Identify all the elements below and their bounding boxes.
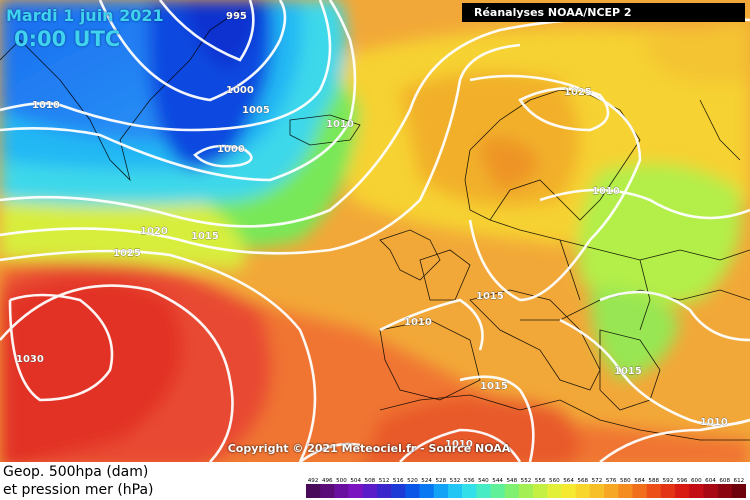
scale-label: 612 xyxy=(734,478,745,483)
scale-swatch xyxy=(405,484,420,498)
scale-swatch xyxy=(717,484,733,498)
isobar-label: 1015 xyxy=(476,291,504,302)
scale-label: 556 xyxy=(535,478,546,483)
scale-label: 540 xyxy=(478,478,489,483)
isobar-label: 1005 xyxy=(242,105,270,116)
isobar-label: 995 xyxy=(226,11,247,22)
isobar-labels: 995 1000 1005 1000 1010 1010 1010 1025 1… xyxy=(16,11,728,450)
isobar-label: 1010 xyxy=(32,100,60,111)
scale-label: 568 xyxy=(577,478,588,483)
scale-label: 524 xyxy=(421,478,432,483)
isobar-label: 1015 xyxy=(614,366,642,377)
isobar-label: 1015 xyxy=(480,381,508,392)
weather-map: 995 1000 1005 1000 1010 1010 1010 1025 1… xyxy=(0,0,750,462)
scale-label: 588 xyxy=(648,478,659,483)
scale-swatch xyxy=(575,484,591,498)
scale-swatch xyxy=(462,484,477,498)
scale-swatch xyxy=(731,484,746,498)
scale-label: 580 xyxy=(620,478,631,483)
scale-label: 592 xyxy=(663,478,674,483)
scale-label: 536 xyxy=(464,478,475,483)
scale-label: 548 xyxy=(506,478,517,483)
scale-swatch xyxy=(306,484,321,498)
isobar-label: 1000 xyxy=(217,144,245,155)
scale-label: 504 xyxy=(350,478,361,483)
scale-swatch xyxy=(376,484,392,498)
scale-swatch xyxy=(533,484,548,498)
scale-label: 584 xyxy=(634,478,645,483)
scale-swatch xyxy=(391,484,406,498)
scale-label: 608 xyxy=(719,478,730,483)
scale-swatch xyxy=(561,484,576,498)
scale-label: 576 xyxy=(606,478,617,483)
scale-swatch xyxy=(646,484,662,498)
scale-label: 604 xyxy=(705,478,716,483)
scale-label: 512 xyxy=(379,478,390,483)
scale-label: 544 xyxy=(492,478,503,483)
scale-swatch xyxy=(604,484,619,498)
scale-label: 572 xyxy=(592,478,603,483)
scale-label: 528 xyxy=(435,478,446,483)
scale-swatch xyxy=(334,484,349,498)
scale-swatch xyxy=(476,484,491,498)
scale-swatch xyxy=(447,484,463,498)
isobars xyxy=(0,0,750,462)
legend-bar: Geop. 500hpa (dam) et pression mer (hPa) xyxy=(0,462,750,500)
isobar-label: 1025 xyxy=(564,87,592,98)
scale-swatch xyxy=(348,484,364,498)
scale-swatch xyxy=(518,484,534,498)
scale-swatch xyxy=(632,484,647,498)
isobar-label: 1010 xyxy=(326,119,354,130)
scale-swatch xyxy=(660,484,676,498)
scale-swatch xyxy=(589,484,605,498)
scale-swatch xyxy=(689,484,704,498)
geopotential-field xyxy=(0,0,750,462)
scale-swatch xyxy=(362,484,378,498)
scale-label: 516 xyxy=(393,478,404,483)
scale-label: 520 xyxy=(407,478,418,483)
color-scale xyxy=(306,484,746,498)
isobar-label: 1010 xyxy=(592,186,620,197)
isobar-label: 1025 xyxy=(113,248,141,259)
scale-label: 564 xyxy=(563,478,574,483)
scale-swatch xyxy=(504,484,520,498)
scale-swatch xyxy=(618,484,633,498)
scale-label: 532 xyxy=(450,478,461,483)
scale-swatch xyxy=(320,484,335,498)
scale-swatch xyxy=(547,484,562,498)
scale-swatch xyxy=(675,484,690,498)
isobar-label: 1015 xyxy=(191,231,219,242)
scale-swatch xyxy=(419,484,435,498)
scale-label: 492 xyxy=(308,478,319,483)
isobar-label: 1030 xyxy=(16,354,44,365)
isobar-label: 1010 xyxy=(700,417,728,428)
color-scale-labels: 492 496 500 504 508 512 516 520 524 528 532 536 540 5… xyxy=(308,478,745,483)
scale-swatch xyxy=(433,484,449,498)
isobar-label: 1020 xyxy=(140,226,168,237)
legend-title: Geop. 500hpa (dam) xyxy=(3,464,149,480)
legend-subtitle: et pression mer (hPa) xyxy=(3,482,154,498)
scale-label: 500 xyxy=(336,478,347,483)
scale-swatch xyxy=(490,484,506,498)
scale-label: 596 xyxy=(677,478,688,483)
isobar-label: 1010 xyxy=(404,317,432,328)
scale-swatch xyxy=(703,484,718,498)
scale-label: 600 xyxy=(691,478,702,483)
scale-label: 496 xyxy=(322,478,333,483)
isobar-label: 1000 xyxy=(226,85,254,96)
scale-label: 560 xyxy=(549,478,560,483)
scale-label: 552 xyxy=(521,478,532,483)
isobar-label: 1010 xyxy=(445,439,473,450)
scale-label: 508 xyxy=(365,478,376,483)
